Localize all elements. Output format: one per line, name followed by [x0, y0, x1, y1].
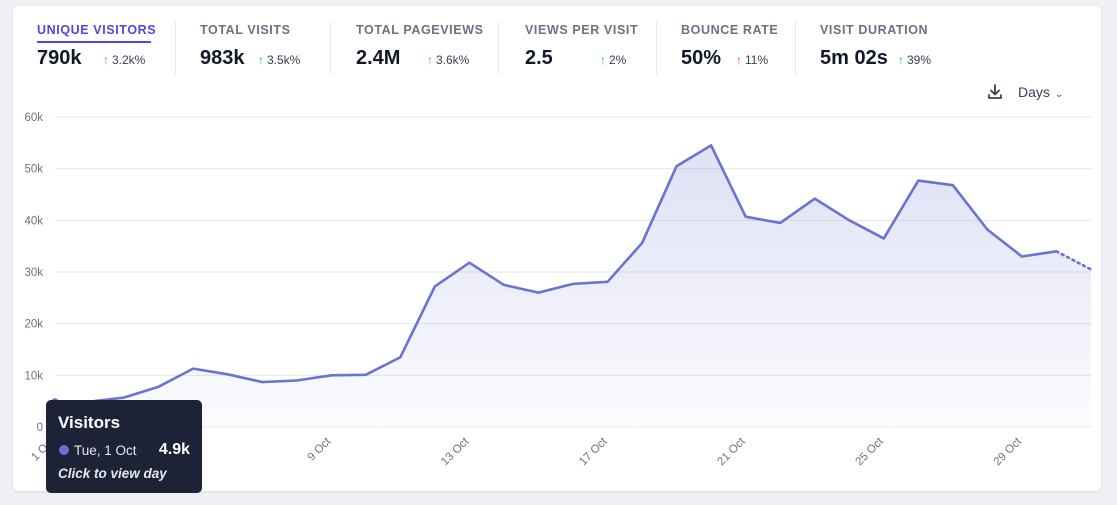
- tooltip-title: Visitors: [58, 413, 121, 432]
- stat-value: 983k: [200, 47, 245, 69]
- stat-change: ↑ 11%: [736, 53, 769, 67]
- arrow-up-icon: ↑: [258, 53, 264, 67]
- stat-label: TOTAL VISITS: [200, 23, 291, 37]
- tooltip-hint: Click to view day: [58, 466, 167, 481]
- series-dot-icon: [59, 445, 69, 455]
- stat-total-pageviews[interactable]: TOTAL PAGEVIEWS 2.4M ↑ 3.6k%: [356, 22, 499, 74]
- y-tick-label: 40k: [24, 215, 43, 227]
- x-tick-label: 13 Oct: [439, 435, 472, 468]
- top-stats-bar: UNIQUE VISITORS 790k ↑ 3.2k% TOTAL VISITS…: [13, 6, 1101, 81]
- download-icon[interactable]: [986, 83, 1004, 101]
- y-tick-label: 20k: [24, 319, 43, 331]
- y-tick-label: 10k: [24, 370, 43, 382]
- stat-value: 50%: [681, 47, 722, 69]
- x-tick-label: 17 Oct: [577, 435, 610, 468]
- arrow-up-icon: ↑: [427, 53, 433, 67]
- y-tick-label: 50k: [24, 164, 43, 176]
- arrow-up-icon: ↑: [736, 53, 742, 67]
- stat-bounce-rate[interactable]: BOUNCE RATE 50% ↑ 11%: [681, 22, 796, 74]
- x-tick-label: 9 Oct: [305, 435, 333, 463]
- arrow-up-icon: ↑: [103, 53, 109, 67]
- chart-tooltip: Visitors Tue, 1 Oct 4.9k Click to view d…: [46, 400, 202, 493]
- x-tick-label: 21 Oct: [715, 435, 748, 468]
- stat-value: 2.4M: [356, 47, 401, 69]
- stat-unique-visitors[interactable]: UNIQUE VISITORS 790k ↑ 3.2k%: [37, 22, 176, 74]
- stat-visit-duration[interactable]: VISIT DURATION 5m 02s ↑ 39%: [820, 22, 970, 74]
- tooltip-date: Tue, 1 Oct: [74, 443, 137, 458]
- y-tick-label: 60k: [24, 112, 43, 124]
- active-tab-underline: [37, 41, 151, 43]
- series-line: [55, 144, 1057, 403]
- arrow-up-icon: ↑: [600, 53, 606, 67]
- stat-change: ↑ 3.2k%: [103, 53, 146, 67]
- stat-label: VIEWS PER VISIT: [525, 23, 639, 37]
- stat-views-per-visit[interactable]: VIEWS PER VISIT 2.5 ↑ 2%: [525, 22, 657, 74]
- series-line-partial: [1055, 250, 1093, 271]
- stat-label: VISIT DURATION: [820, 23, 929, 37]
- stat-label: BOUNCE RATE: [681, 23, 779, 37]
- stat-value: 2.5: [525, 47, 553, 69]
- stat-label: TOTAL PAGEVIEWS: [356, 23, 484, 37]
- y-tick-label: 30k: [24, 267, 43, 279]
- stat-value: 790k: [37, 47, 82, 69]
- stat-total-visits[interactable]: TOTAL VISITS 983k ↑ 3.5k%: [200, 22, 331, 74]
- x-tick-label: 29 Oct: [992, 435, 1025, 468]
- y-tick-label: 0: [37, 422, 43, 434]
- stat-change: ↑ 3.6k%: [427, 53, 470, 67]
- chevron-down-icon: ⌄: [1054, 89, 1064, 100]
- stat-value: 5m 02s: [820, 47, 888, 69]
- arrow-up-icon: ↑: [898, 53, 904, 67]
- stat-label: UNIQUE VISITORS: [37, 23, 157, 37]
- x-tick-label: 25 Oct: [853, 435, 886, 468]
- area-fill: [55, 145, 1091, 427]
- stat-change: ↑ 3.5k%: [258, 53, 301, 67]
- tooltip-value: 4.9k: [158, 441, 190, 458]
- stat-change: ↑ 39%: [898, 53, 932, 67]
- stat-change: ↑ 2%: [600, 53, 627, 67]
- interval-dropdown[interactable]: Days ⌄: [1018, 84, 1064, 100]
